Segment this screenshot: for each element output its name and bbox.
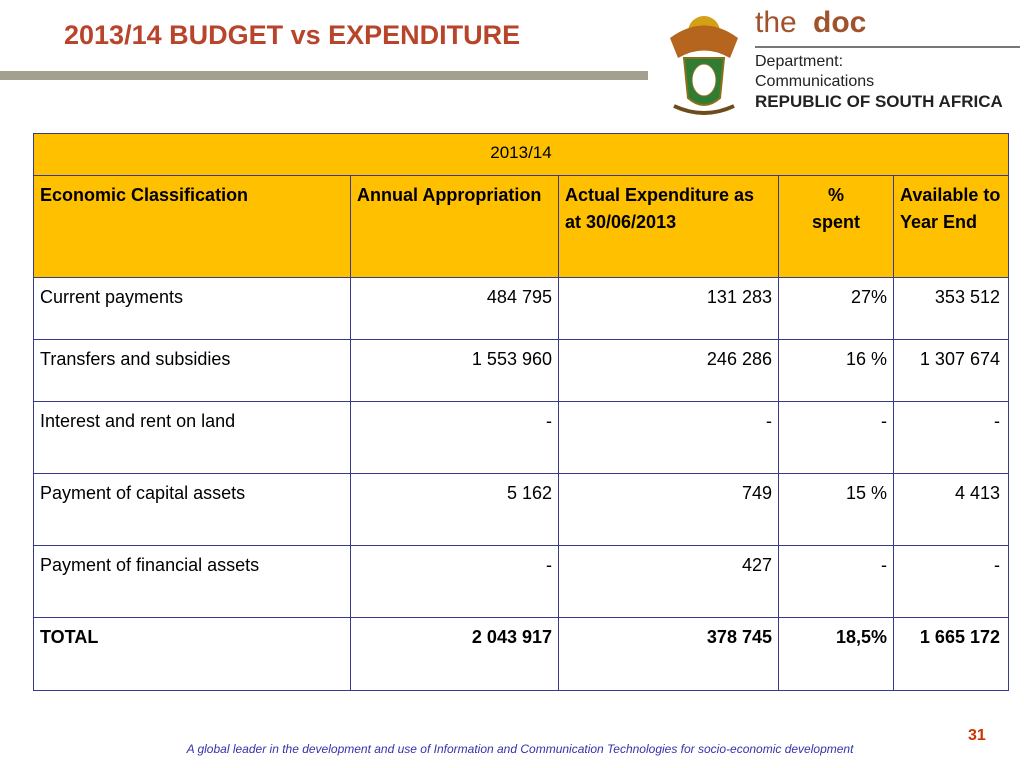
column-header: Economic Classification — [33, 175, 351, 278]
cell: - — [350, 401, 559, 474]
cell: 2 043 917 — [350, 617, 559, 691]
row-label: Payment of financial assets — [33, 545, 351, 618]
period-cell: 2013/14 — [33, 133, 1009, 176]
cell: 1 553 960 — [350, 339, 559, 402]
column-header: Annual Appropriation — [350, 175, 559, 278]
period-row: 2013/14 — [33, 133, 1009, 176]
cell: 15 % — [778, 473, 894, 546]
cell: 27% — [778, 277, 894, 340]
row-label: TOTAL — [33, 617, 351, 691]
table-row: Payment of capital assets 5 162 749 15 % 4 4… — [33, 473, 1009, 546]
cell: - — [778, 401, 894, 474]
cell: - — [350, 545, 559, 618]
title: 2013/14 BUDGET vs EXPENDITURE — [64, 20, 521, 50]
budget-table: 2013/14 Economic Classification Annual Ap… — [33, 133, 1009, 691]
cell: 131 283 — [558, 277, 779, 340]
page-number: 31 — [968, 727, 986, 744]
row-label: Payment of capital assets — [33, 473, 351, 546]
cell: - — [558, 401, 779, 474]
cell: 1 665 172 — [893, 617, 1009, 691]
cell: 5 162 — [350, 473, 559, 546]
logo-text: Communications — [755, 73, 875, 90]
logo-line — [755, 46, 1020, 48]
column-header: % spent — [778, 175, 894, 278]
cell: - — [778, 545, 894, 618]
table-row: Current payments 484 795 131 283 27% 353 512 — [33, 277, 1009, 340]
logo-the: the — [755, 6, 797, 39]
column-header: Actual Expenditure as at 30/06/2013 — [558, 175, 779, 278]
cell: 18,5% — [778, 617, 894, 691]
logo-text: Department: — [755, 53, 844, 70]
cell: 16 % — [778, 339, 894, 402]
cell: - — [893, 401, 1009, 474]
table-row: TOTAL 2 043 917 378 745 18,5% 1 665 172 — [33, 617, 1009, 691]
column-header: Available to Year End — [893, 175, 1009, 278]
coat-of-arms — [670, 16, 738, 115]
row-label: Interest and rent on land — [33, 401, 351, 474]
cell: 484 795 — [350, 277, 559, 340]
cell: 378 745 — [558, 617, 779, 691]
cell: 353 512 — [893, 277, 1009, 340]
table-body: 2013/14 Economic Classification Annual Ap… — [33, 133, 1009, 691]
header-row: Economic Classification Annual Appropriat… — [33, 175, 1009, 278]
row-label: Transfers and subsidies — [33, 339, 351, 402]
cell: 246 286 — [558, 339, 779, 402]
tagline: A global leader in the development and u… — [186, 742, 854, 756]
table-row: Payment of financial assets -427- - — [33, 545, 1009, 618]
row-label: Current payments — [33, 277, 351, 340]
cell: - — [893, 545, 1009, 618]
logo-text: REPUBLIC OF SOUTH AFRICA — [755, 92, 1003, 111]
cell: 749 — [558, 473, 779, 546]
column-header-text: % spent — [811, 185, 860, 232]
cell: 1 307 674 — [893, 339, 1009, 402]
logo-doc: doc — [813, 6, 867, 39]
title-bar — [0, 71, 648, 80]
table-row: Interest and rent on land - - - - — [33, 401, 1009, 474]
cell: 4 413 — [893, 473, 1009, 546]
table-row: Transfers and subsidies 1 553 960 246 286 1… — [33, 339, 1009, 402]
cell: 427 — [558, 545, 779, 618]
